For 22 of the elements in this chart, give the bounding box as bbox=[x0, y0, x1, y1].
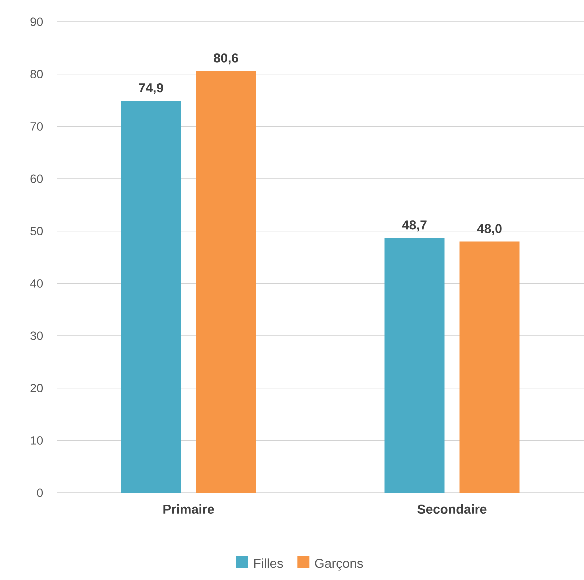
y-tick-label: 70 bbox=[30, 122, 44, 131]
y-tick-label: 0 bbox=[37, 488, 44, 498]
bar bbox=[384, 238, 445, 493]
y-tick-label: 50 bbox=[30, 227, 44, 236]
data-label: 48,7 bbox=[402, 220, 427, 232]
y-tick-label: 20 bbox=[30, 384, 44, 393]
y-tick-label: 40 bbox=[30, 279, 44, 288]
y-tick-label: 60 bbox=[30, 174, 44, 184]
x-tick-label: Primaire bbox=[164, 504, 214, 514]
legend-label: Garçons bbox=[315, 559, 364, 571]
y-tick-label: 90 bbox=[30, 18, 44, 26]
y-tick-label: 30 bbox=[30, 332, 44, 340]
y-tick-label: 80 bbox=[30, 70, 44, 79]
data-label: 80,6 bbox=[214, 54, 238, 65]
bar bbox=[460, 242, 520, 493]
y-tick-label: 10 bbox=[31, 436, 44, 445]
x-tick-label: Secondaire bbox=[418, 504, 487, 514]
bar bbox=[121, 101, 182, 493]
data-label: 48,0 bbox=[477, 224, 502, 236]
bar bbox=[196, 71, 256, 493]
legend-label: Filles bbox=[254, 558, 284, 568]
data-label: 74,9 bbox=[139, 83, 164, 95]
